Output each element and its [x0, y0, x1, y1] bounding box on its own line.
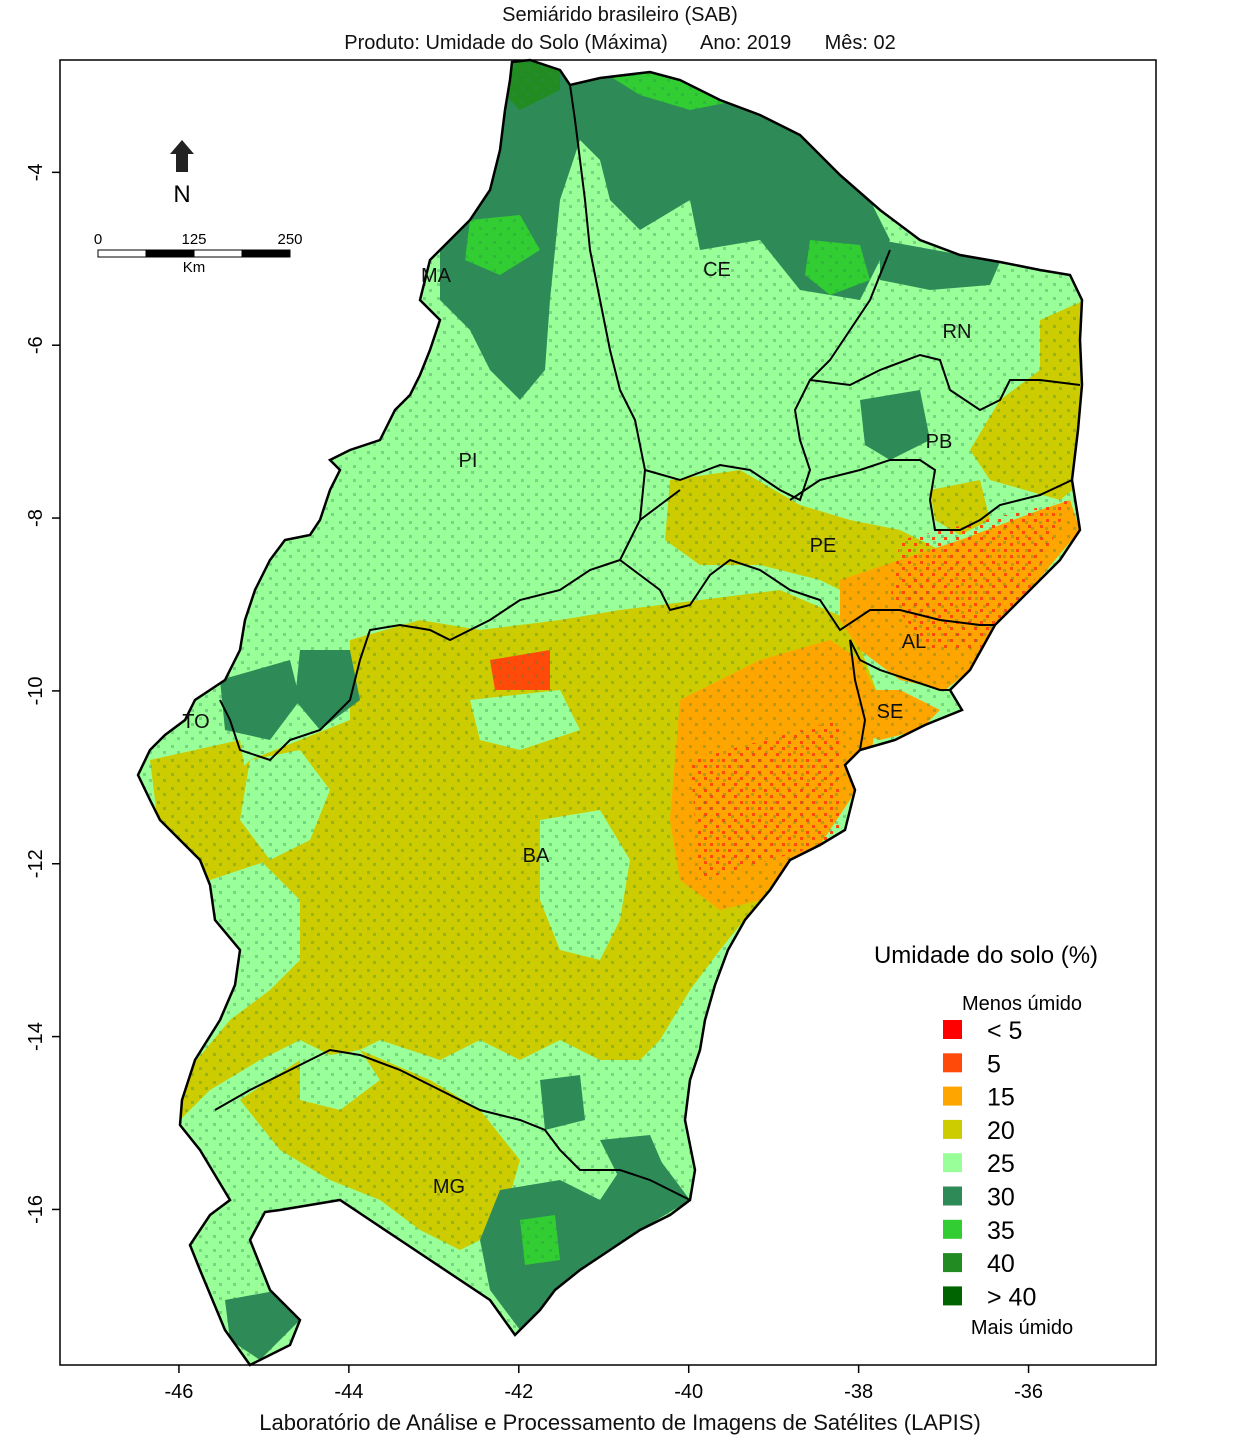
x-tick-label: -38 — [844, 1381, 873, 1403]
legend-title: Umidade do solo (%) — [874, 942, 1098, 969]
legend-label: 25 — [987, 1150, 1015, 1178]
state-label-ma: MA — [421, 265, 452, 287]
x-tick-label: -42 — [504, 1381, 533, 1403]
legend-top-label: Menos úmido — [962, 993, 1082, 1015]
state-label-al: AL — [902, 631, 926, 653]
map-title: Semiárido brasileiro (SAB) — [502, 4, 738, 26]
border-pi — [219, 84, 647, 762]
x-tick-label: -36 — [1014, 1381, 1043, 1403]
x-tick-label: -44 — [334, 1381, 363, 1403]
legend-swatch — [943, 1119, 962, 1139]
y-tick-label: -12 — [25, 849, 47, 878]
legend-swatch — [943, 1219, 962, 1239]
month-label: Mês: 02 — [824, 32, 896, 54]
legend-swatch — [943, 1153, 962, 1173]
legend-label: 15 — [987, 1084, 1015, 1112]
plot-frame — [59, 59, 1157, 1366]
scale-unit: Km — [183, 259, 206, 276]
state-label-to: TO — [182, 711, 209, 733]
state-label-pb: PB — [926, 431, 953, 453]
border-rn — [809, 353, 1081, 412]
legend-label: 35 — [987, 1217, 1015, 1245]
y-tick-label: -14 — [25, 1022, 47, 1051]
y-tick-label: -8 — [25, 509, 47, 527]
scale-tick-0: 0 — [94, 231, 102, 248]
legend-bottom-label: Mais úmido — [971, 1317, 1073, 1339]
state-label-rn: RN — [943, 321, 972, 343]
state-label-se: SE — [877, 701, 904, 723]
scale-tick-125: 125 — [181, 231, 206, 248]
north-arrow: N — [170, 140, 194, 208]
scale-tick-250: 250 — [277, 231, 302, 248]
year-label: Ano: 2019 — [700, 32, 792, 54]
y-tick-label: -10 — [25, 676, 47, 705]
north-label: N — [173, 181, 190, 208]
border-ce — [644, 249, 891, 502]
border-pe-west — [639, 489, 681, 521]
state-borders — [214, 84, 1081, 1201]
x-tick-label: -40 — [674, 1381, 703, 1403]
y-tick-label: -6 — [25, 336, 47, 354]
map-subtitle: Produto: Umidade do Solo (Máxima) Ano: 2… — [0, 32, 1240, 55]
border-al — [849, 639, 950, 691]
north-arrow-icon — [170, 140, 194, 172]
state-label-ce: CE — [703, 259, 731, 281]
legend-label: 5 — [987, 1050, 1001, 1078]
y-tick-label: -16 — [25, 1195, 47, 1224]
legend-swatch — [943, 1186, 962, 1206]
y-axis: -4 -6 -8 -10 -12 -14 -16 — [25, 163, 60, 1224]
legend-swatch — [943, 1020, 962, 1039]
state-label-pe: PE — [810, 535, 837, 557]
border-mg — [214, 1048, 691, 1201]
state-label-ba: BA — [523, 845, 550, 867]
legend-label: 40 — [987, 1250, 1015, 1278]
x-tick-label: -46 — [164, 1381, 193, 1403]
legend-label: 30 — [987, 1184, 1015, 1212]
legend-swatch — [943, 1086, 962, 1106]
legend-swatch — [943, 1253, 962, 1273]
y-tick-label: -4 — [25, 163, 47, 181]
border-pb — [789, 459, 1073, 531]
legend-items: < 5 5 15 20 25 30 35 40 > 40 — [943, 1017, 1036, 1311]
state-label-pi: PI — [459, 450, 478, 472]
state-labels: MA CE RN PI PB PE AL SE TO BA MG — [182, 259, 971, 1198]
footer-credit: Laboratório de Análise e Processamento d… — [259, 1410, 981, 1435]
legend-swatch — [943, 1053, 962, 1073]
legend-swatch — [943, 1286, 962, 1306]
legend-label: 20 — [987, 1117, 1015, 1145]
state-label-mg: MG — [433, 1176, 465, 1198]
x-axis: -46 -44 -42 -40 -38 -36 — [164, 1365, 1043, 1403]
border-se — [849, 639, 867, 751]
border-pe-south — [619, 558, 995, 632]
scale-bar: 0 125 250 Km — [94, 231, 303, 276]
product-label: Produto: Umidade do Solo (Máxima) — [344, 32, 668, 54]
legend-label: < 5 — [987, 1017, 1022, 1045]
legend-label: > 40 — [987, 1283, 1036, 1311]
legend: Umidade do solo (%) Menos úmido < 5 5 15 20… — [874, 942, 1098, 1339]
